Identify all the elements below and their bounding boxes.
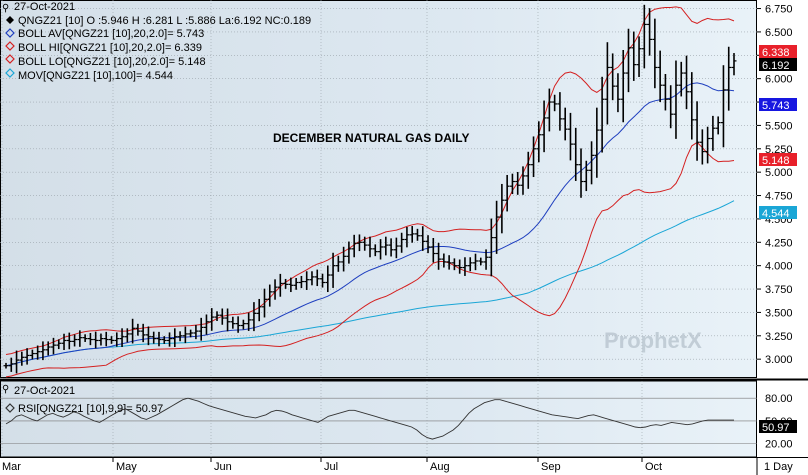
x-tick-label: May — [116, 461, 137, 473]
diamond-outline-icon — [5, 41, 15, 51]
rsi-line — [5, 397, 734, 440]
diamond-outline-icon — [5, 28, 15, 38]
prophetx-watermark: ProphetX — [604, 328, 702, 353]
x-tick-label: Jun — [214, 461, 232, 473]
rsi-tick-label: 20.00 — [765, 439, 793, 451]
boll-av-badge-value: 5.743 — [762, 100, 790, 112]
y-tick-label: 3.750 — [765, 284, 793, 296]
legend: ⚲ 27-Oct-2021 QNGZ21 [10] O :5.946 H :6.… — [2, 1, 311, 82]
x-tick-label: Sep — [541, 461, 561, 473]
price-badges: 6.338 6.192 5.743 5.148 4.544 50.97 — [759, 45, 797, 434]
y-tick-label: 4.000 — [765, 261, 793, 273]
y-tick-label: 6.500 — [765, 27, 793, 39]
y-tick-label: 3.250 — [765, 331, 793, 343]
x-tick-label: 1 Day — [764, 461, 793, 473]
chart-annotation: DECEMBER NATURAL GAS DAILY — [273, 131, 469, 145]
x-tick-label: Oct — [645, 461, 662, 473]
rsi-legend: ⚲ 27-Oct-2021 RSI[QNGZ21 [10],9,9]= 50.9… — [2, 384, 163, 415]
x-tick-label: Mar — [2, 461, 21, 473]
y-tick-label: 4.750 — [765, 191, 793, 203]
magnifier-icon[interactable]: ⚲ — [2, 384, 9, 395]
rsi-tick-label: 80.00 — [765, 393, 793, 405]
last-price-badge-value: 6.192 — [762, 60, 790, 72]
boll-lo-badge — [759, 153, 797, 166]
mov-badge-value: 4.544 — [762, 208, 790, 220]
diamond-icon — [6, 16, 14, 24]
bollinger-average-line — [5, 82, 735, 367]
y-tick-label: 5.250 — [765, 144, 793, 156]
y-tick-label: 5.500 — [765, 120, 793, 132]
boll-hi-badge-value: 6.338 — [762, 47, 790, 59]
rsi-badge-value: 50.97 — [762, 422, 790, 434]
boll-lo-badge-value: 5.148 — [762, 155, 790, 167]
magnifier-icon[interactable]: ⚲ — [2, 3, 9, 14]
chart-date: 27-Oct-2021 — [14, 1, 75, 13]
legend-mov: MOV[QNGZ21 [10],100]= 4.544 — [18, 70, 173, 82]
diamond-outline-icon — [5, 68, 15, 78]
rsi-badge — [759, 420, 797, 433]
y-tick-label: 5.000 — [765, 167, 793, 179]
boll-hi-badge — [759, 45, 797, 58]
x-axis-ticks: Mar May Jun Jul Aug Sep Oct 1 Day — [2, 457, 793, 475]
legend-boll-av: BOLL AV[QNGZ21 [10],20,2.0]= 5.743 — [18, 28, 204, 40]
y-tick-label: 3.500 — [765, 307, 793, 319]
bollinger-low-line — [5, 141, 735, 378]
mov-badge — [759, 206, 797, 219]
x-tick-label: Jul — [324, 461, 338, 473]
moving-average-100-line — [5, 200, 735, 367]
boll-av-badge — [759, 98, 797, 111]
right-scale-background — [757, 0, 808, 457]
ohlc-bars — [3, 4, 737, 374]
diamond-outline-icon — [5, 54, 15, 64]
rsi-line-group — [5, 397, 734, 440]
grid-lines — [0, 0, 757, 457]
y-tick-label: 6.000 — [765, 74, 793, 86]
legend-rsi: RSI[QNGZ21 [10],9,9]= 50.97 — [18, 403, 163, 415]
y-tick-label: 4.250 — [765, 237, 793, 249]
legend-boll-hi: BOLL HI[QNGZ21 [10],20,2.0]= 6.339 — [18, 42, 202, 54]
price-panel-border — [0, 0, 757, 378]
last-price-badge — [759, 58, 797, 71]
y-tick-label: 3.000 — [765, 354, 793, 366]
rsi-date: 27-Oct-2021 — [14, 385, 75, 397]
rsi-panel-background — [0, 380, 757, 457]
y-tick-label: 6.750 — [765, 4, 793, 16]
legend-ohlc: QNGZ21 [10] O :5.946 H :6.281 L :5.886 L… — [18, 15, 311, 27]
legend-boll-lo: BOLL LO[QNGZ21 [10],20,2.0]= 5.148 — [18, 56, 206, 68]
diamond-outline-icon — [5, 403, 15, 413]
x-tick-label: Aug — [430, 461, 450, 473]
price-panel-background — [0, 0, 757, 377]
